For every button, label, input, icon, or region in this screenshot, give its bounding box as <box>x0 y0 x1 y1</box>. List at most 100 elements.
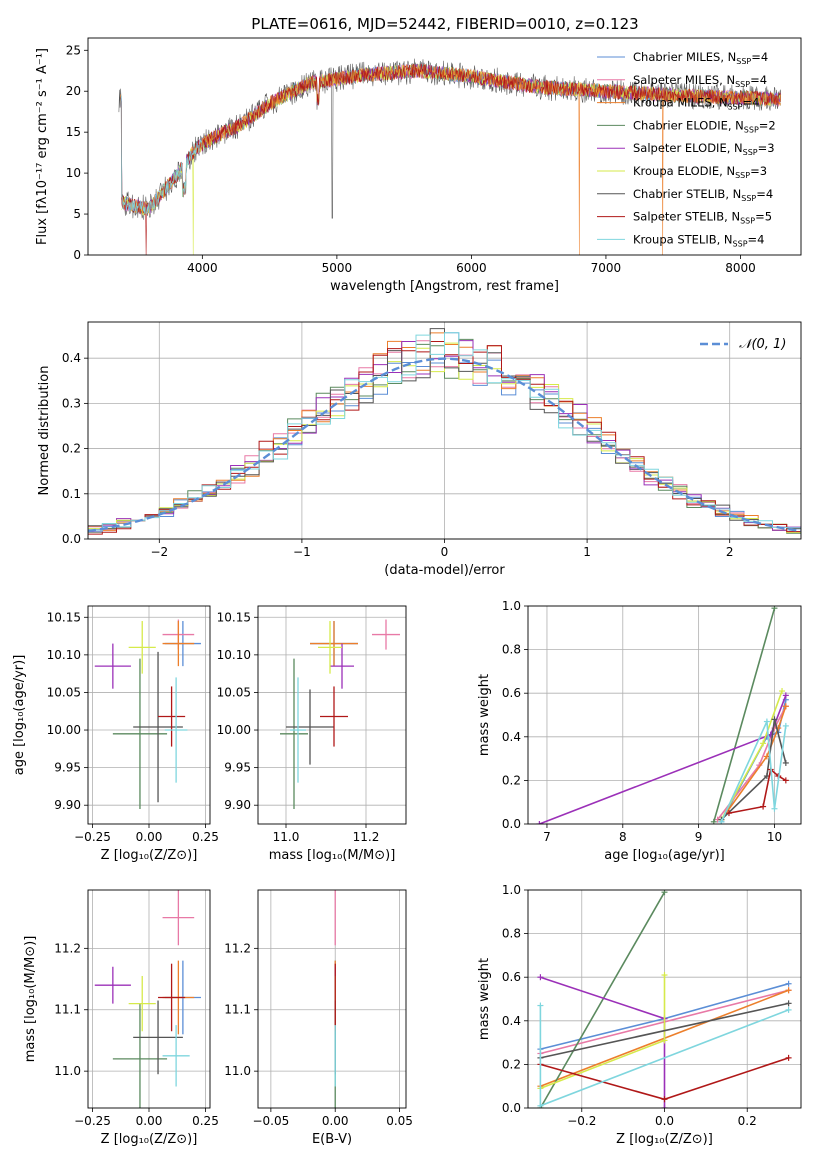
x-tick-label: 11.2 <box>353 830 380 844</box>
spectrum-line-salpeter-stelib <box>120 63 781 255</box>
errorbar-point-salpeter-elodie <box>330 643 354 689</box>
plot-area <box>88 328 801 538</box>
errorbar-point-salpeter-miles <box>162 890 195 946</box>
y-tick-label: 9.90 <box>54 798 81 812</box>
plot-area <box>94 619 201 809</box>
x-axis-label: wavelength [Angstrom, rest frame] <box>330 279 559 294</box>
weight-line-chabrier-elodie <box>537 890 668 1108</box>
legend-label: Salpeter MILES, NSSP=4 <box>633 73 767 89</box>
y-tick-label: 10 <box>66 166 81 180</box>
y-tick-label: 11.1 <box>54 1003 81 1017</box>
spectrum-panel: 4000 5000 6000 7000 8000 0 5 10 15 20 25 wavelength… <box>35 37 802 294</box>
errorbar-point-kroupa-miles <box>310 621 358 667</box>
y-tick-label: 11.1 <box>224 1003 251 1017</box>
x-tick-label: 2 <box>726 545 734 559</box>
legend-label: Kroupa ELODIE, NSSP=3 <box>633 164 767 180</box>
errorbar-point-chabrier-stelib <box>133 1000 183 1075</box>
y-tick-label: 11.2 <box>224 941 251 955</box>
x-axis-label: Z [log₁₀(Z/Z⊙)] <box>101 848 198 863</box>
errorbar-point-salpeter-stelib <box>158 686 186 747</box>
figure-title: PLATE=0616, MJD=52442, FIBERID=0010, z=0… <box>251 15 638 33</box>
x-tick-label: −0.25 <box>74 1114 111 1128</box>
axes-frame <box>87 889 211 1109</box>
y-tick-label: 15 <box>66 125 81 139</box>
age-vs-mass-panel: 11.0 11.2 9.90 9.95 10.00 10.05 10.10 10.15 mass… <box>217 605 407 863</box>
legend-label: Chabrier STELIB, NSSP=4 <box>633 187 773 203</box>
weight-line <box>720 718 787 823</box>
axes-frame <box>257 889 407 1109</box>
weight-line-salpeter-elodie <box>537 974 668 1108</box>
plot-area <box>537 890 792 1108</box>
x-axis-label: Z [log₁₀(Z/Z⊙)] <box>616 1132 713 1147</box>
x-tick-label: 10 <box>767 830 782 844</box>
grid-lines <box>88 890 210 1108</box>
grid-lines <box>258 890 406 1108</box>
weight-line-salpeter-elodie <box>536 692 789 824</box>
y-tick-label: 10.15 <box>217 610 251 624</box>
y-tick-label: 11.2 <box>54 941 81 955</box>
weight-line <box>540 976 666 1108</box>
x-tick-label: 8000 <box>725 261 756 275</box>
y-tick-label: 1.0 <box>502 883 521 897</box>
grid-lines <box>88 606 210 824</box>
x-tick-label: 0.2 <box>738 1114 757 1128</box>
spectrum-legend: Chabrier MILES, NSSP=4 Salpeter MILES, NS… <box>597 50 776 248</box>
y-tick-label: 10.00 <box>217 723 251 737</box>
y-tick-label: 0.4 <box>62 351 81 365</box>
legend-label: Chabrier ELODIE, NSSP=2 <box>633 118 776 134</box>
x-tick-label: 5000 <box>322 261 353 275</box>
x-axis-label: age [log₁₀(age/yr)] <box>604 848 725 863</box>
weight-line-chabrier-elodie <box>710 606 778 824</box>
y-tick-label: 0.8 <box>502 643 521 657</box>
errorbar-point-kroupa-elodie <box>128 621 156 674</box>
legend-label: Chabrier MILES, NSSP=4 <box>633 50 768 66</box>
histogram-kroupa-stelib <box>88 332 801 535</box>
x-axis-label: Z [log₁₀(Z/Z⊙)] <box>101 1132 198 1147</box>
legend-label: Salpeter ELODIE, NSSP=3 <box>633 141 775 157</box>
y-tick-label: 10.10 <box>47 648 81 662</box>
x-tick-label: 4000 <box>187 261 218 275</box>
y-tick-label: 0.0 <box>62 532 81 546</box>
axes-frame <box>527 605 802 825</box>
errorbar-point-salpeter-stelib <box>158 963 186 1032</box>
x-tick-label: 6000 <box>456 261 487 275</box>
y-tick-label: 0.1 <box>62 487 81 501</box>
legend-label: 𝒩(0, 1) <box>739 337 786 352</box>
axes-frame <box>87 321 802 540</box>
weight-line <box>540 1002 789 1059</box>
y-tick-label: 9.95 <box>54 761 81 775</box>
x-tick-label: −0.2 <box>567 1114 596 1128</box>
y-tick-label: 0.4 <box>502 1014 521 1028</box>
errorbar-point-chabrier-stelib <box>133 651 183 803</box>
x-tick-label: 0.25 <box>192 830 219 844</box>
errorbar-point-kroupa-stelib <box>162 1025 190 1087</box>
x-tick-label: 0.25 <box>192 1114 219 1128</box>
residuals-panel: −2 −1 0 1 2 0.0 0.1 0.2 0.3 0.4 (data-model)/error… <box>37 321 802 578</box>
x-tick-label: 7 <box>543 830 551 844</box>
weight-vs-metallicity-panel: −0.2 0.0 0.2 0.0 0.2 0.4 0.6 0.8 1.0 Z [log₁₀(Z/Z… <box>477 883 802 1147</box>
y-tick-label: 0.4 <box>502 730 521 744</box>
grid-lines <box>258 606 406 824</box>
y-axis-label: Normed distribution <box>37 366 52 496</box>
y-tick-label: 10.05 <box>47 685 81 699</box>
y-tick-label: 11.0 <box>54 1064 81 1078</box>
y-tick-label: 20 <box>66 84 81 98</box>
spectrum-line-kroupa-stelib <box>120 95 203 215</box>
x-axis-label: (data-model)/error <box>384 563 505 578</box>
legend-label: Kroupa STELIB, NSSP=4 <box>633 232 764 248</box>
x-axis-label: E(B-V) <box>312 1132 352 1147</box>
y-tick-label: 10.10 <box>217 648 251 662</box>
y-axis-label: Flux [fλ10⁻¹⁷ erg cm⁻² s⁻¹ A⁻¹] <box>35 48 50 245</box>
errorbar-point-chabrier-stelib <box>286 689 334 765</box>
errorbar-point-chabrier-elodie <box>112 1003 168 1108</box>
x-tick-label: 0.0 <box>655 1114 674 1128</box>
x-tick-label: −1 <box>293 545 311 559</box>
age-vs-metallicity-panel: −0.25 0.00 0.25 9.90 9.95 10.00 10.05 10.10 10.1… <box>12 605 219 863</box>
axes-frame <box>87 605 211 825</box>
weight-line <box>539 891 666 1108</box>
weight-line-salpeter-stelib <box>537 1054 792 1103</box>
y-tick-label: 9.90 <box>224 798 251 812</box>
y-tick-label: 0.2 <box>502 773 521 787</box>
y-tick-label: 0.6 <box>502 970 521 984</box>
